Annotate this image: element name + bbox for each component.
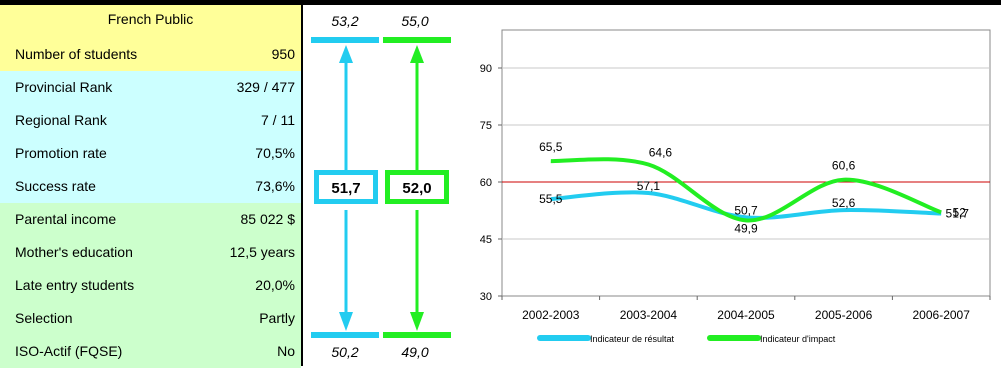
table-row: Provincial Rank 329 / 477 xyxy=(0,71,301,104)
top-bar xyxy=(0,0,1001,5)
result-bottom-value: 50,2 xyxy=(331,344,359,360)
school-info-table: French Public Number of students 950 Provi… xyxy=(0,5,303,368)
indicator-panel: 53,2 55,0 51,7 52,0 50,2 49,0 xyxy=(303,5,460,366)
result-current-value: 51,7 xyxy=(331,180,361,197)
result-bottom-bar xyxy=(311,332,379,338)
indicator-arrows xyxy=(339,45,424,331)
impact-down-arrowhead xyxy=(410,312,424,331)
result-top-bar xyxy=(311,37,379,43)
y-tick-label: 45 xyxy=(480,234,492,246)
data-label: 64,6 xyxy=(649,146,673,160)
impact-bottom-value: 49,0 xyxy=(401,344,429,360)
plot-area xyxy=(501,29,991,297)
x-tick-label: 2004-2005 xyxy=(717,308,775,322)
row-label: Regional Rank xyxy=(15,112,107,128)
legend-label: Indicateur d'impact xyxy=(760,334,836,344)
data-label: 50,7 xyxy=(734,203,758,217)
result-down-arrowhead xyxy=(339,312,353,331)
row-value: 70,5% xyxy=(255,145,295,161)
row-label: Success rate xyxy=(15,178,96,194)
row-label: Late entry students xyxy=(15,277,135,293)
row-value: 7 / 11 xyxy=(261,112,295,128)
y-tick-label: 60 xyxy=(480,177,492,189)
row-label: Number of students xyxy=(15,46,138,62)
impact-top-value: 55,0 xyxy=(401,13,429,29)
row-value: 329 / 477 xyxy=(236,79,295,95)
row-label: Parental income xyxy=(15,211,117,227)
result-top-value: 53,2 xyxy=(331,13,359,29)
impact-up-arrowhead xyxy=(410,45,424,63)
y-tick-label: 75 xyxy=(480,120,492,132)
impact-top-bar xyxy=(383,37,451,43)
x-tick-label: 2005-2006 xyxy=(815,308,873,322)
data-label: 57,1 xyxy=(637,179,661,193)
data-label: 65,5 xyxy=(539,140,563,154)
impact-current-value: 52,0 xyxy=(402,180,432,197)
data-label: 51,7 xyxy=(946,207,970,221)
data-label: 52,6 xyxy=(832,196,856,210)
data-label: 49,9 xyxy=(734,221,758,235)
trend-chart: 30 45 60 75 90 2002-2003 2003-2004 2004-2005 200… xyxy=(460,5,1001,366)
table-row: Promotion rate 70,5% xyxy=(0,137,301,170)
impact-current-box: 52,0 xyxy=(385,170,449,204)
data-label: 55,5 xyxy=(539,192,563,206)
table-header-row: French Public xyxy=(0,5,301,38)
impact-bottom-bar xyxy=(383,332,451,338)
table-row: Parental income 85 022 $ xyxy=(0,203,301,236)
legend-label: Indicateur de résultat xyxy=(590,334,675,344)
table-row: Mother's education 12,5 years xyxy=(0,236,301,269)
x-tick-label: 2002-2003 xyxy=(522,308,580,322)
series-line-result xyxy=(550,190,942,220)
table-row: Success rate 73,6% xyxy=(0,170,301,203)
row-label: Provincial Rank xyxy=(15,79,113,95)
x-tick-label: 2003-2004 xyxy=(620,308,678,322)
row-value: Partly xyxy=(259,310,295,326)
table-row: Regional Rank 7 / 11 xyxy=(0,104,301,137)
result-current-box: 51,7 xyxy=(314,170,378,204)
table-row: Number of students 950 xyxy=(0,38,301,71)
y-tick-label: 30 xyxy=(480,291,492,303)
row-value: No xyxy=(277,343,295,359)
row-value: 950 xyxy=(271,46,295,62)
x-tick-label: 2006-2007 xyxy=(913,308,971,322)
table-row: ISO-Actif (FQSE) No xyxy=(0,335,301,368)
table-header: French Public xyxy=(107,11,194,27)
result-up-arrowhead xyxy=(339,45,353,63)
row-label: Mother's education xyxy=(15,244,133,260)
table-row: Selection Partly xyxy=(0,302,301,335)
row-value: 85 022 $ xyxy=(240,211,296,227)
row-value: 73,6% xyxy=(255,178,295,194)
row-label: Selection xyxy=(15,310,73,326)
data-label: 52 xyxy=(953,205,967,219)
row-value: 12,5 years xyxy=(229,244,295,260)
trend-chart-svg: 30 45 60 75 90 2002-2003 2003-2004 2004-2005 200… xyxy=(480,29,991,344)
series-line-impact xyxy=(550,157,942,223)
row-label: Promotion rate xyxy=(15,145,107,161)
table-row: Late entry students 20,0% xyxy=(0,269,301,302)
y-tick-label: 90 xyxy=(480,63,492,75)
row-label: ISO-Actif (FQSE) xyxy=(15,343,123,359)
row-value: 20,0% xyxy=(255,277,295,293)
data-label: 60,6 xyxy=(832,159,856,173)
